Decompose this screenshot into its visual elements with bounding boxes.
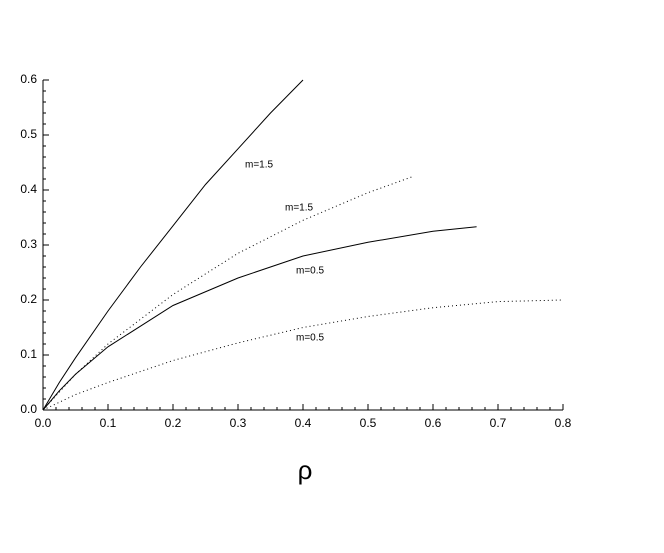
x-tick-label: 0.7 [490,416,507,430]
line-series [42,299,564,411]
x-tick-label: 0.0 [35,416,52,430]
x-axis-label: ρ [298,455,313,485]
series-label: m=1.5 [245,160,274,171]
series-label: m=1.5 [285,203,314,214]
y-tick-label: 0.5 [20,127,37,141]
x-tick-label: 0.3 [230,416,247,430]
line-series [42,226,477,411]
y-tick-label: 0.2 [20,292,37,306]
x-tick-label: 0.8 [555,416,572,430]
x-tick-label: 0.4 [295,416,312,430]
y-tick-label: 0.0 [20,402,37,416]
x-tick-label: 0.1 [100,416,117,430]
line-series [42,175,414,411]
series-label: m=0.5 [296,266,325,277]
y-tick-label: 0.4 [20,182,37,196]
y-tick-label: 0.6 [20,72,37,86]
series-label: m=0.5 [296,333,325,344]
line-series [42,79,304,411]
x-tick-label: 0.2 [165,416,182,430]
x-tick-label: 0.5 [360,416,377,430]
x-tick-label: 0.6 [425,416,442,430]
y-tick-label: 0.1 [20,347,37,361]
y-tick-label: 0.3 [20,237,37,251]
